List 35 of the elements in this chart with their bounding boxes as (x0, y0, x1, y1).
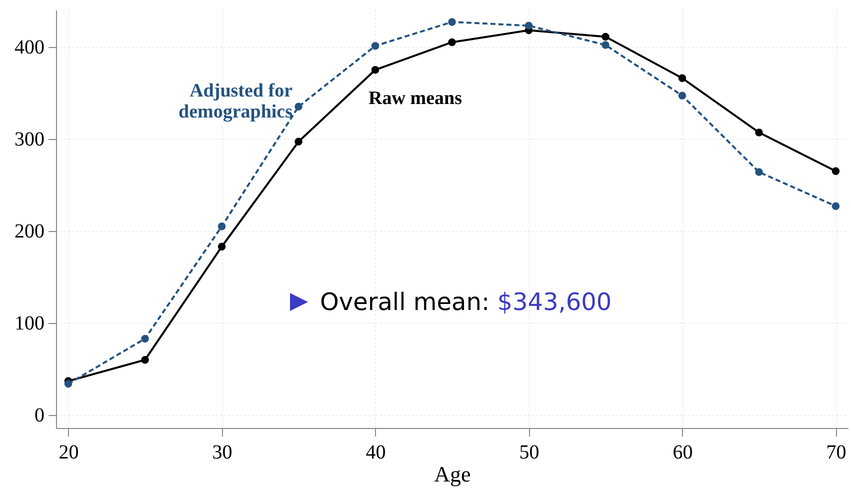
point (294, 102, 302, 111)
point (678, 74, 686, 82)
x-tick-label: 70 (826, 442, 846, 464)
x-axis-title: Age (434, 462, 471, 486)
point (755, 168, 763, 176)
y-tick-label: 0 (34, 404, 44, 427)
y-tick-label: 300 (14, 128, 44, 150)
y-tick-label: 400 (14, 36, 44, 58)
x-tick-label: 20 (58, 442, 79, 464)
point (294, 138, 302, 146)
point (141, 334, 149, 343)
point (371, 42, 380, 50)
point (218, 222, 226, 230)
y-tick-label: 100 (14, 312, 44, 335)
point (602, 32, 610, 41)
point (448, 18, 456, 26)
point (678, 92, 686, 100)
point (755, 128, 763, 136)
x-tick-label: 40 (366, 442, 386, 464)
x-tick-label: 60 (672, 442, 693, 464)
point (218, 242, 226, 250)
y-tick-label: 200 (14, 220, 44, 242)
point (832, 202, 840, 210)
annotation: Overall mean: $343,600 (320, 288, 612, 316)
point (602, 41, 610, 49)
point (524, 22, 533, 30)
point (448, 38, 456, 46)
x-tick-label: 50 (519, 442, 540, 464)
x-tick-label: 30 (212, 442, 232, 464)
series-label: Adjusted for demographics (178, 80, 294, 123)
point (141, 356, 149, 364)
point (832, 167, 840, 175)
point (371, 66, 380, 74)
point (64, 380, 72, 388)
series-label: Raw means (368, 88, 462, 109)
